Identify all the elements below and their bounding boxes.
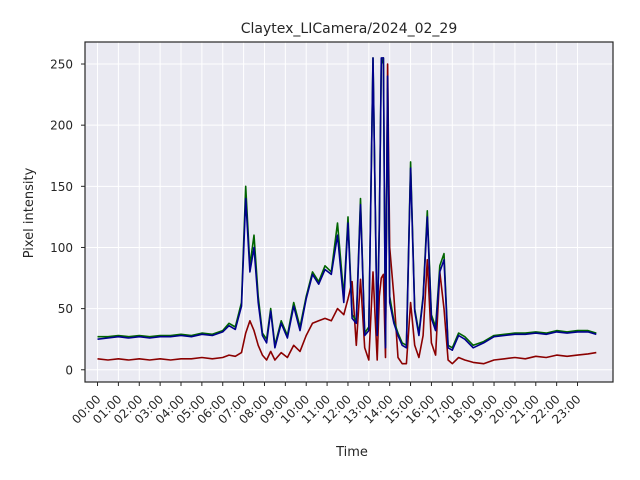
y-tick-label: 250 [50,58,73,72]
series-line-red [97,63,597,365]
chart-title: Claytex_LICamera/2024_02_29 [241,21,458,37]
y-tick-label: 0 [65,363,73,377]
y-axis: 0 50 100 150 200 250 [50,58,85,377]
y-tick-label: 50 [58,302,73,316]
series-line-blue [97,57,597,352]
series-layer [97,57,597,365]
y-tick-label: 150 [50,180,73,194]
x-axis-title: Time [335,445,368,460]
y-tick-label: 100 [50,241,73,255]
plot-area [85,42,613,382]
plot-border [84,41,614,383]
y-axis-title: Pixel intensity [22,167,37,258]
y-tick-label: 200 [50,119,73,133]
